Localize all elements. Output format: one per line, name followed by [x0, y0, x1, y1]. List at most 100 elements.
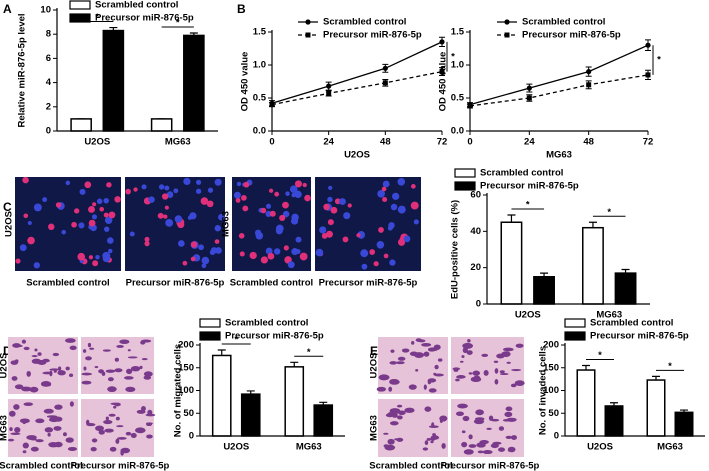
- marker: [326, 83, 332, 89]
- cell: [127, 349, 131, 352]
- cell-nucleus: [48, 223, 55, 231]
- cell: [493, 360, 499, 364]
- panel-letter: C: [3, 200, 12, 214]
- cell-nucleus: [173, 188, 179, 194]
- cell: [433, 344, 441, 350]
- cell: [472, 370, 481, 376]
- cell-nucleus: [22, 176, 29, 184]
- annotation: *: [307, 347, 311, 358]
- bar: [150, 118, 173, 132]
- y-tick-label: 60: [470, 190, 481, 201]
- cell: [511, 435, 517, 441]
- legend-swatch: [69, 0, 91, 10]
- cell: [434, 364, 439, 370]
- cell: [35, 439, 44, 443]
- cell: [389, 408, 401, 414]
- x-tick-label: 0: [467, 137, 472, 148]
- image-caption: Precursor miR-876-5p: [126, 278, 225, 289]
- cell: [486, 427, 492, 430]
- row-label: U2OS: [4, 211, 15, 237]
- cell: [470, 376, 482, 383]
- y-tick-label: 20: [470, 262, 481, 273]
- cell-nucleus: [42, 197, 48, 203]
- cell-nucleus: [255, 232, 264, 240]
- marker: [645, 72, 651, 78]
- cell: [123, 376, 134, 380]
- y-tick-label: 1.0: [451, 60, 464, 71]
- cell: [408, 384, 417, 390]
- cell-nucleus: [148, 196, 155, 203]
- cell: [127, 356, 138, 359]
- cell: [98, 369, 104, 374]
- cell: [505, 435, 513, 439]
- cell: [505, 406, 513, 412]
- cell-nucleus: [78, 222, 85, 229]
- cell-nucleus: [114, 196, 121, 203]
- image-caption: Scrambled control: [0, 461, 83, 471]
- y-axis-label: EdU-positive cells (%): [450, 200, 461, 299]
- error-bar: [610, 402, 618, 406]
- micrograph: [125, 177, 225, 271]
- cell: [114, 357, 119, 362]
- cell-nucleus: [325, 230, 333, 238]
- cell: [390, 421, 399, 426]
- cell: [82, 349, 87, 353]
- row-label: U2OS: [0, 353, 10, 379]
- micrograph: [376, 337, 448, 394]
- cell: [424, 440, 429, 446]
- cell: [68, 373, 74, 378]
- cell-nucleus: [268, 188, 274, 193]
- y-tick-label: 8: [46, 29, 51, 40]
- cell: [146, 423, 153, 426]
- micrograph: [451, 399, 524, 457]
- error-bar: [588, 221, 597, 228]
- cell: [103, 419, 113, 425]
- cell-nucleus: [195, 179, 202, 185]
- legend-swatch: [199, 318, 221, 328]
- cell-nucleus: [141, 184, 147, 190]
- cell-nucleus: [390, 203, 398, 211]
- cell-nucleus: [260, 207, 267, 214]
- cell-nucleus: [378, 227, 384, 233]
- cell-nucleus: [96, 198, 103, 205]
- cell-nucleus: [382, 180, 390, 188]
- image-background: [8, 399, 78, 457]
- cell-nucleus: [282, 210, 290, 218]
- bar: [284, 366, 305, 437]
- error-bar: [507, 214, 516, 223]
- x-tick-label: U2OS: [223, 442, 249, 453]
- cell-nucleus: [23, 213, 29, 219]
- cell: [437, 358, 443, 362]
- cell: [49, 368, 60, 371]
- legend-label: Precursor miR-876-5p: [590, 331, 689, 342]
- marker: [645, 42, 651, 48]
- cell: [22, 450, 27, 454]
- cell-nucleus: [289, 185, 298, 194]
- series-line: [469, 74, 649, 107]
- x-tick-label: 24: [524, 137, 535, 148]
- cell: [396, 361, 405, 365]
- cell-nucleus: [249, 251, 257, 260]
- error-bar: [290, 361, 299, 367]
- cell-nucleus: [206, 200, 214, 208]
- image-caption: Precursor miR-876-5p: [319, 278, 418, 289]
- cell: [62, 432, 67, 437]
- cell: [108, 413, 116, 417]
- marker: [586, 69, 592, 75]
- cell-nucleus: [201, 256, 210, 265]
- row-label: MG63: [221, 211, 232, 237]
- y-tick-label: 0: [476, 299, 481, 310]
- cell: [9, 427, 13, 432]
- cell: [130, 365, 141, 372]
- cell: [396, 415, 403, 420]
- cell-nucleus: [342, 236, 349, 243]
- cell: [439, 418, 443, 423]
- cell: [19, 418, 30, 424]
- bar: [646, 379, 666, 437]
- cell: [116, 425, 124, 428]
- cell-nucleus: [164, 205, 169, 210]
- cell-nucleus: [413, 219, 419, 225]
- x-tick-label: U2OS: [84, 137, 110, 148]
- cell-nucleus: [389, 259, 396, 266]
- cell: [511, 368, 522, 372]
